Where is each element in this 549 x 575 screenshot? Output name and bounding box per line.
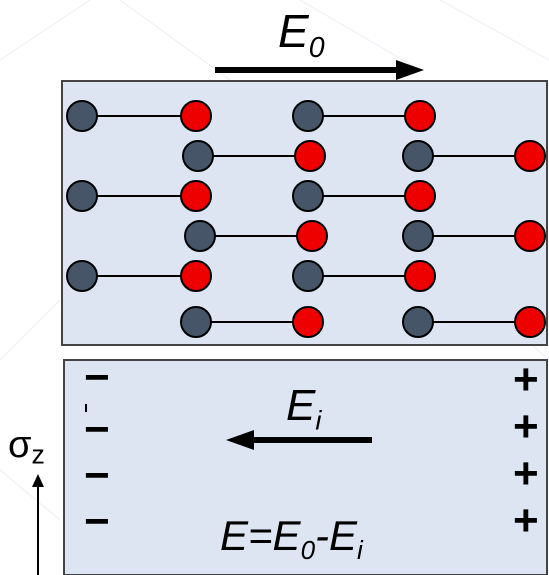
dipole [292, 100, 436, 132]
applied-field-arrow [215, 60, 424, 80]
surface-charge-label: σz [8, 424, 45, 470]
dipole [292, 180, 436, 212]
negative-atom [292, 180, 324, 212]
positive-atom [514, 220, 546, 252]
positive-atom [514, 306, 546, 338]
dipole [182, 140, 326, 172]
induced-field-label: Ei [286, 381, 322, 436]
positive-charge: + [513, 449, 539, 498]
positive-atom [404, 180, 436, 212]
negative-charge: − [84, 405, 110, 454]
positive-atom [180, 180, 212, 212]
negative-atom [292, 100, 324, 132]
positive-atom [404, 260, 436, 292]
positive-atom [296, 220, 328, 252]
applied-field-label: E0 [278, 5, 325, 64]
net-field-label: E=E0-Ei [220, 512, 363, 566]
dipole [402, 306, 546, 338]
positive-atom [404, 100, 436, 132]
negative-charge: − [84, 497, 110, 546]
field-slab [63, 359, 548, 575]
positive-charge: + [513, 355, 539, 404]
negative-atom [180, 306, 212, 338]
positive-atom [294, 140, 326, 172]
dipole [402, 140, 546, 172]
positive-atom [180, 100, 212, 132]
dipole [180, 306, 324, 338]
positive-atom [514, 140, 546, 172]
negative-atom [182, 140, 214, 172]
negative-atom [402, 140, 434, 172]
dipole [184, 220, 328, 252]
dipole [292, 260, 436, 292]
positive-charge: + [513, 402, 539, 451]
negative-charge: − [84, 451, 110, 500]
dipole [66, 180, 212, 212]
positive-atom [292, 306, 324, 338]
positive-atom [180, 260, 212, 292]
negative-atom [66, 180, 98, 212]
dipole [66, 100, 212, 132]
dipole [402, 220, 546, 252]
negative-atom [66, 260, 98, 292]
positive-charge: + [513, 496, 539, 545]
negative-atom [184, 220, 216, 252]
dipole [66, 260, 212, 292]
dipole-lattice [66, 100, 546, 338]
negative-charge: − [84, 353, 110, 402]
negative-atom [402, 220, 434, 252]
negative-atom [66, 100, 98, 132]
negative-atom [402, 306, 434, 338]
negative-atom [292, 260, 324, 292]
induced-field-arrow [226, 430, 372, 450]
surface-charge-arrow [32, 474, 44, 575]
